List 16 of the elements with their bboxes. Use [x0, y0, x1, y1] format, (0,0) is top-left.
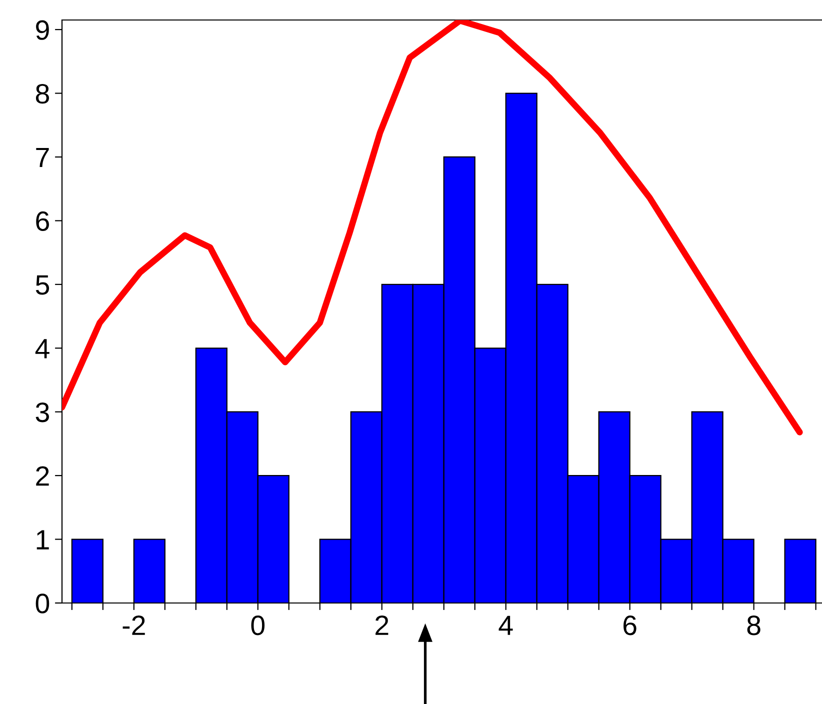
y-tick-label: 5: [36, 275, 50, 295]
x-tick-label: 4: [498, 616, 513, 635]
y-tick-label: 4: [35, 339, 50, 358]
y-tick-label: 6: [36, 211, 49, 232]
y-tick-label: 0: [36, 594, 50, 614]
y-tick-label: 8: [36, 84, 49, 104]
x-tick-label: 0: [251, 616, 265, 636]
y-tick-label: 2: [36, 466, 49, 486]
y-tick-label: 3: [36, 402, 49, 422]
x-tick-label: 2: [376, 616, 388, 635]
y-tick-label: 7: [36, 148, 49, 168]
x-tick-label: 8: [747, 616, 760, 636]
x-tick-label: 6: [624, 616, 636, 636]
x-tick-label: -2: [122, 616, 145, 635]
y-tick-label: 1: [36, 530, 49, 550]
y-tick-label: 9: [36, 20, 49, 40]
